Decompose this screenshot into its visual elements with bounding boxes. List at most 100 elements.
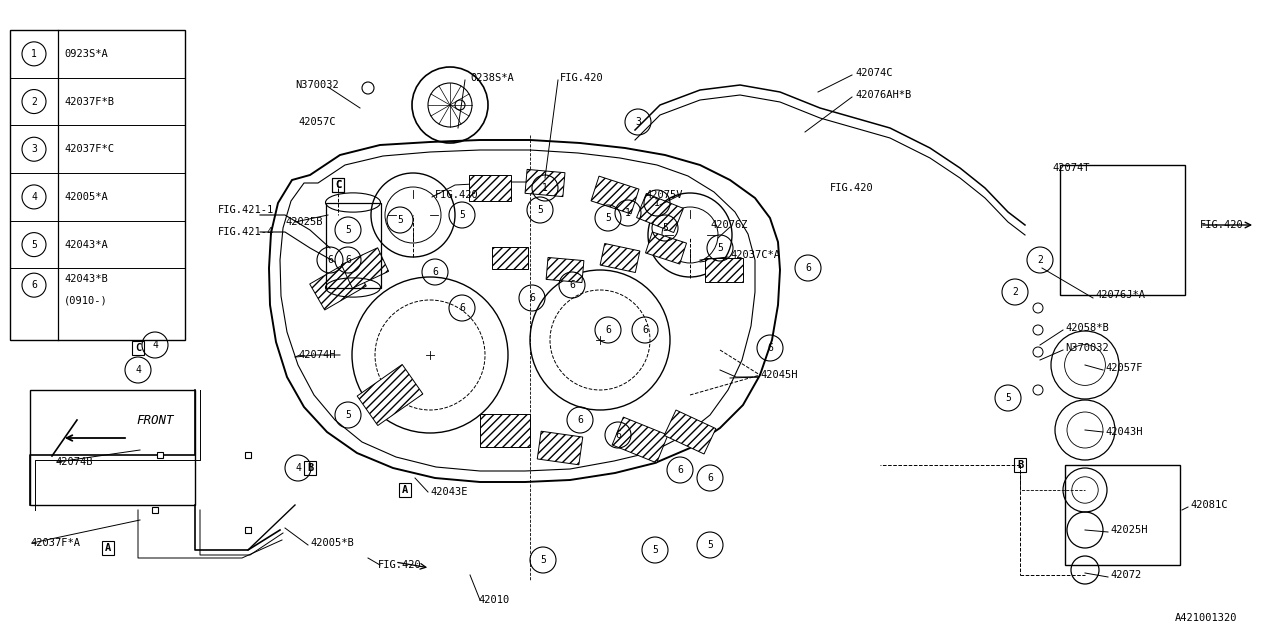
Text: 42025H: 42025H	[1110, 525, 1147, 535]
Text: 42045H: 42045H	[760, 370, 797, 380]
Text: 5: 5	[31, 239, 37, 250]
Text: 5: 5	[540, 555, 547, 565]
Text: 42037F*A: 42037F*A	[29, 538, 81, 548]
Bar	[325, 202, 380, 287]
Text: 5: 5	[346, 410, 351, 420]
Text: 1: 1	[654, 198, 660, 208]
Text: 42043E: 42043E	[430, 487, 467, 497]
Text: 6: 6	[529, 293, 535, 303]
Text: 6: 6	[707, 473, 713, 483]
Text: 5: 5	[538, 205, 543, 215]
Text: 6: 6	[570, 280, 575, 290]
Text: B: B	[1016, 460, 1023, 470]
Text: 6: 6	[346, 255, 351, 265]
Text: 6: 6	[643, 325, 648, 335]
Bar	[468, 175, 511, 201]
Text: B: B	[307, 463, 314, 473]
Text: 42057C: 42057C	[298, 117, 335, 127]
Bar	[591, 176, 639, 214]
Text: 4: 4	[296, 463, 301, 473]
Text: 0238S*A: 0238S*A	[470, 73, 513, 83]
Text: 5: 5	[460, 210, 465, 220]
Text: 3: 3	[635, 117, 641, 127]
Text: 1: 1	[625, 208, 631, 218]
Text: 4: 4	[136, 365, 141, 375]
Text: 6: 6	[605, 325, 611, 335]
Text: 42076J*A: 42076J*A	[1094, 290, 1146, 300]
Text: FIG.420: FIG.420	[378, 560, 421, 570]
Bar	[547, 257, 584, 282]
Text: 6: 6	[767, 343, 773, 353]
Text: 5: 5	[397, 215, 403, 225]
Text: 1: 1	[541, 183, 548, 193]
Text: 42074B: 42074B	[55, 457, 92, 467]
Bar	[305, 461, 316, 475]
Text: 42037F*C: 42037F*C	[64, 144, 114, 154]
Bar	[357, 365, 422, 426]
Bar	[1060, 165, 1185, 295]
Text: FIG.421-4: FIG.421-4	[218, 227, 274, 237]
Text: FIG.420: FIG.420	[829, 183, 874, 193]
Text: A: A	[402, 485, 408, 495]
Text: 0923S*A: 0923S*A	[64, 49, 108, 59]
Text: A: A	[105, 543, 111, 553]
Text: 42005*A: 42005*A	[64, 192, 108, 202]
Bar	[399, 483, 411, 497]
Text: 42010: 42010	[477, 595, 509, 605]
Text: 6: 6	[616, 430, 621, 440]
Text: 5: 5	[652, 545, 658, 555]
Text: 6: 6	[677, 465, 684, 475]
Text: 5: 5	[707, 540, 713, 550]
Text: 6: 6	[31, 280, 37, 290]
Bar	[705, 258, 742, 282]
Text: N370032: N370032	[294, 80, 339, 90]
Text: 2: 2	[1037, 255, 1043, 265]
Text: FIG.420: FIG.420	[435, 190, 479, 200]
Bar	[612, 417, 668, 463]
Text: 42043*A: 42043*A	[64, 239, 108, 250]
Bar	[310, 260, 366, 310]
Text: 42074T: 42074T	[1052, 163, 1089, 173]
Text: C: C	[335, 180, 342, 190]
Text: 42076Z: 42076Z	[710, 220, 748, 230]
Text: 1: 1	[31, 49, 37, 59]
Text: 42025B: 42025B	[285, 217, 323, 227]
Text: 42043H: 42043H	[1105, 427, 1143, 437]
Text: 42081C: 42081C	[1190, 500, 1228, 510]
Text: 6: 6	[433, 267, 438, 277]
Bar	[1014, 458, 1025, 472]
Text: 5: 5	[717, 243, 723, 253]
Text: 42057F: 42057F	[1105, 363, 1143, 373]
Text: 6: 6	[577, 415, 582, 425]
Bar	[132, 341, 143, 355]
Text: 42075V: 42075V	[645, 190, 682, 200]
Text: 5: 5	[605, 213, 611, 223]
Text: 42072: 42072	[1110, 570, 1142, 580]
Bar	[333, 178, 344, 192]
Text: FRONT: FRONT	[136, 413, 174, 426]
Bar	[333, 178, 344, 192]
Bar	[645, 232, 686, 264]
Text: 42037F*B: 42037F*B	[64, 97, 114, 106]
Text: C: C	[134, 343, 141, 353]
Bar	[525, 170, 564, 196]
Text: 42076AH*B: 42076AH*B	[855, 90, 911, 100]
Text: A421001320: A421001320	[1175, 613, 1238, 623]
Bar	[664, 410, 716, 454]
Text: 4: 4	[31, 192, 37, 202]
Bar	[102, 541, 114, 555]
Text: 42005*B: 42005*B	[310, 538, 353, 548]
Text: FIG.420: FIG.420	[1201, 220, 1244, 230]
Text: C: C	[335, 180, 342, 190]
Text: 42037C*A: 42037C*A	[730, 250, 780, 260]
Text: (0910-): (0910-)	[64, 296, 108, 306]
Text: 4: 4	[152, 340, 157, 350]
Text: 2: 2	[31, 97, 37, 106]
Text: FIG.421-1: FIG.421-1	[218, 205, 274, 215]
Bar	[29, 390, 195, 505]
Text: 5: 5	[1005, 393, 1011, 403]
Text: 3: 3	[31, 144, 37, 154]
Bar	[1065, 465, 1180, 565]
Bar	[10, 30, 186, 340]
Bar	[600, 243, 640, 273]
